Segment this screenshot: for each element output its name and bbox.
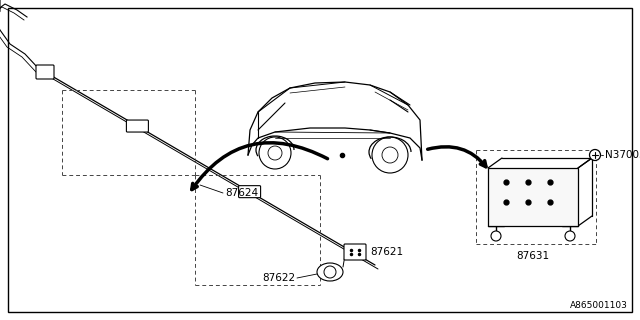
FancyBboxPatch shape	[344, 244, 366, 260]
Circle shape	[491, 231, 501, 241]
Text: 87631: 87631	[516, 251, 550, 261]
Ellipse shape	[317, 263, 343, 281]
FancyBboxPatch shape	[36, 65, 54, 79]
Text: N370031: N370031	[605, 150, 640, 160]
FancyBboxPatch shape	[239, 186, 260, 198]
Text: 87621: 87621	[370, 247, 403, 257]
Text: A865001103: A865001103	[570, 301, 628, 310]
Circle shape	[589, 149, 600, 161]
Circle shape	[565, 231, 575, 241]
Bar	[488, 168, 578, 226]
FancyBboxPatch shape	[127, 120, 148, 132]
Text: 87624: 87624	[225, 188, 258, 198]
Text: 87622: 87622	[262, 273, 295, 283]
